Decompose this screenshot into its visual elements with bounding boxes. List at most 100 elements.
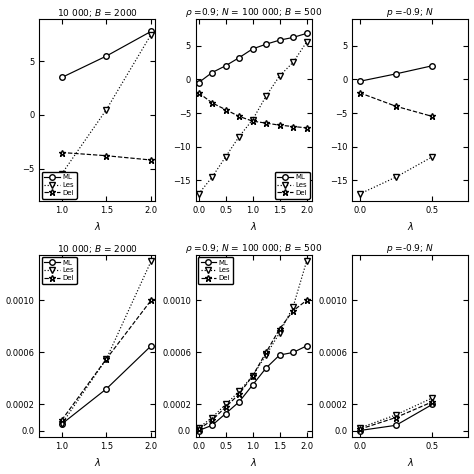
Del <box>393 415 399 420</box>
Les <box>236 389 242 394</box>
Line: Del: Del <box>195 297 310 433</box>
Del <box>429 399 435 405</box>
Line: Del: Del <box>58 149 155 164</box>
Line: Del: Del <box>356 89 436 120</box>
ML <box>304 343 310 349</box>
X-axis label: $\lambda$: $\lambda$ <box>407 456 414 468</box>
Del <box>196 90 201 96</box>
Line: ML: ML <box>357 63 435 84</box>
Legend: ML, Les, Del: ML, Les, Del <box>274 172 310 199</box>
Les <box>250 373 255 379</box>
Del <box>236 114 242 119</box>
Del <box>263 350 269 356</box>
ML <box>250 46 255 52</box>
Del <box>250 373 255 379</box>
ML <box>148 28 154 34</box>
Title: 10 000; $B$ = 2000: 10 000; $B$ = 2000 <box>57 7 138 18</box>
Title: $\rho$ =0.9; $N$ = 100 000; $B$ = 500: $\rho$ =0.9; $N$ = 100 000; $B$ = 500 <box>185 242 323 255</box>
Les <box>59 171 64 177</box>
X-axis label: $\lambda$: $\lambda$ <box>250 456 257 468</box>
ML <box>103 53 109 59</box>
Les <box>277 330 283 336</box>
ML <box>223 411 228 417</box>
X-axis label: $\lambda$: $\lambda$ <box>94 220 101 232</box>
ML <box>357 79 363 84</box>
Les <box>148 32 154 37</box>
Line: Del: Del <box>195 89 310 131</box>
ML <box>148 343 154 349</box>
Les <box>103 356 109 362</box>
Del <box>357 427 363 432</box>
ML <box>263 365 269 371</box>
ML <box>196 80 201 85</box>
Line: Les: Les <box>357 154 435 197</box>
Legend: ML, Les, Del: ML, Les, Del <box>42 257 77 284</box>
Del <box>103 356 109 362</box>
ML <box>429 63 435 69</box>
Line: Les: Les <box>196 259 310 431</box>
ML <box>223 63 228 69</box>
ML <box>277 37 283 43</box>
Les <box>223 154 228 160</box>
Del <box>250 118 255 124</box>
Line: Les: Les <box>357 395 435 431</box>
X-axis label: $\lambda$: $\lambda$ <box>407 220 414 232</box>
Del <box>304 125 310 131</box>
Line: ML: ML <box>196 31 310 85</box>
Del <box>209 100 215 106</box>
Legend: ML, Les, Del: ML, Les, Del <box>42 172 77 199</box>
Les <box>263 352 269 358</box>
Line: ML: ML <box>59 28 154 80</box>
Les <box>393 412 399 418</box>
Del <box>103 153 109 159</box>
Line: Les: Les <box>196 39 310 197</box>
ML <box>393 71 399 77</box>
Line: Del: Del <box>356 399 436 433</box>
Les <box>148 258 154 264</box>
Del <box>196 427 201 432</box>
Les <box>263 93 269 99</box>
Les <box>59 421 64 427</box>
Les <box>290 60 296 65</box>
Les <box>357 191 363 197</box>
Les <box>250 117 255 123</box>
Les <box>393 174 399 180</box>
Title: $p$ =-0.9; $N$: $p$ =-0.9; $N$ <box>386 242 435 255</box>
ML <box>277 352 283 358</box>
ML <box>59 74 64 80</box>
Line: ML: ML <box>357 402 435 433</box>
Legend: ML, Les, Del: ML, Les, Del <box>198 257 233 284</box>
Del <box>393 103 399 109</box>
Del <box>223 107 228 112</box>
ML <box>196 428 201 433</box>
Line: ML: ML <box>59 343 154 427</box>
ML <box>290 35 296 40</box>
Title: 10 000; $B$ = 2000: 10 000; $B$ = 2000 <box>57 243 138 255</box>
Del <box>236 391 242 397</box>
Title: $p$ =-0.9; $N$: $p$ =-0.9; $N$ <box>386 6 435 18</box>
Del <box>263 120 269 126</box>
Les <box>290 304 296 310</box>
Les <box>209 174 215 180</box>
Les <box>196 425 201 431</box>
ML <box>209 422 215 428</box>
Del <box>304 298 310 303</box>
ML <box>250 382 255 388</box>
ML <box>304 30 310 36</box>
Les <box>277 73 283 79</box>
Les <box>304 258 310 264</box>
ML <box>59 421 64 427</box>
Del <box>290 124 296 129</box>
ML <box>429 401 435 407</box>
ML <box>357 428 363 433</box>
X-axis label: $\lambda$: $\lambda$ <box>94 456 101 468</box>
Del <box>223 404 228 410</box>
X-axis label: $\lambda$: $\lambda$ <box>250 220 257 232</box>
Title: $\rho$ =0.9; $N$ = 100 000; $B$ = 500: $\rho$ =0.9; $N$ = 100 000; $B$ = 500 <box>185 6 323 18</box>
Line: Del: Del <box>58 297 155 424</box>
ML <box>103 386 109 392</box>
ML <box>263 41 269 47</box>
ML <box>236 399 242 405</box>
Del <box>357 90 363 96</box>
ML <box>236 55 242 61</box>
